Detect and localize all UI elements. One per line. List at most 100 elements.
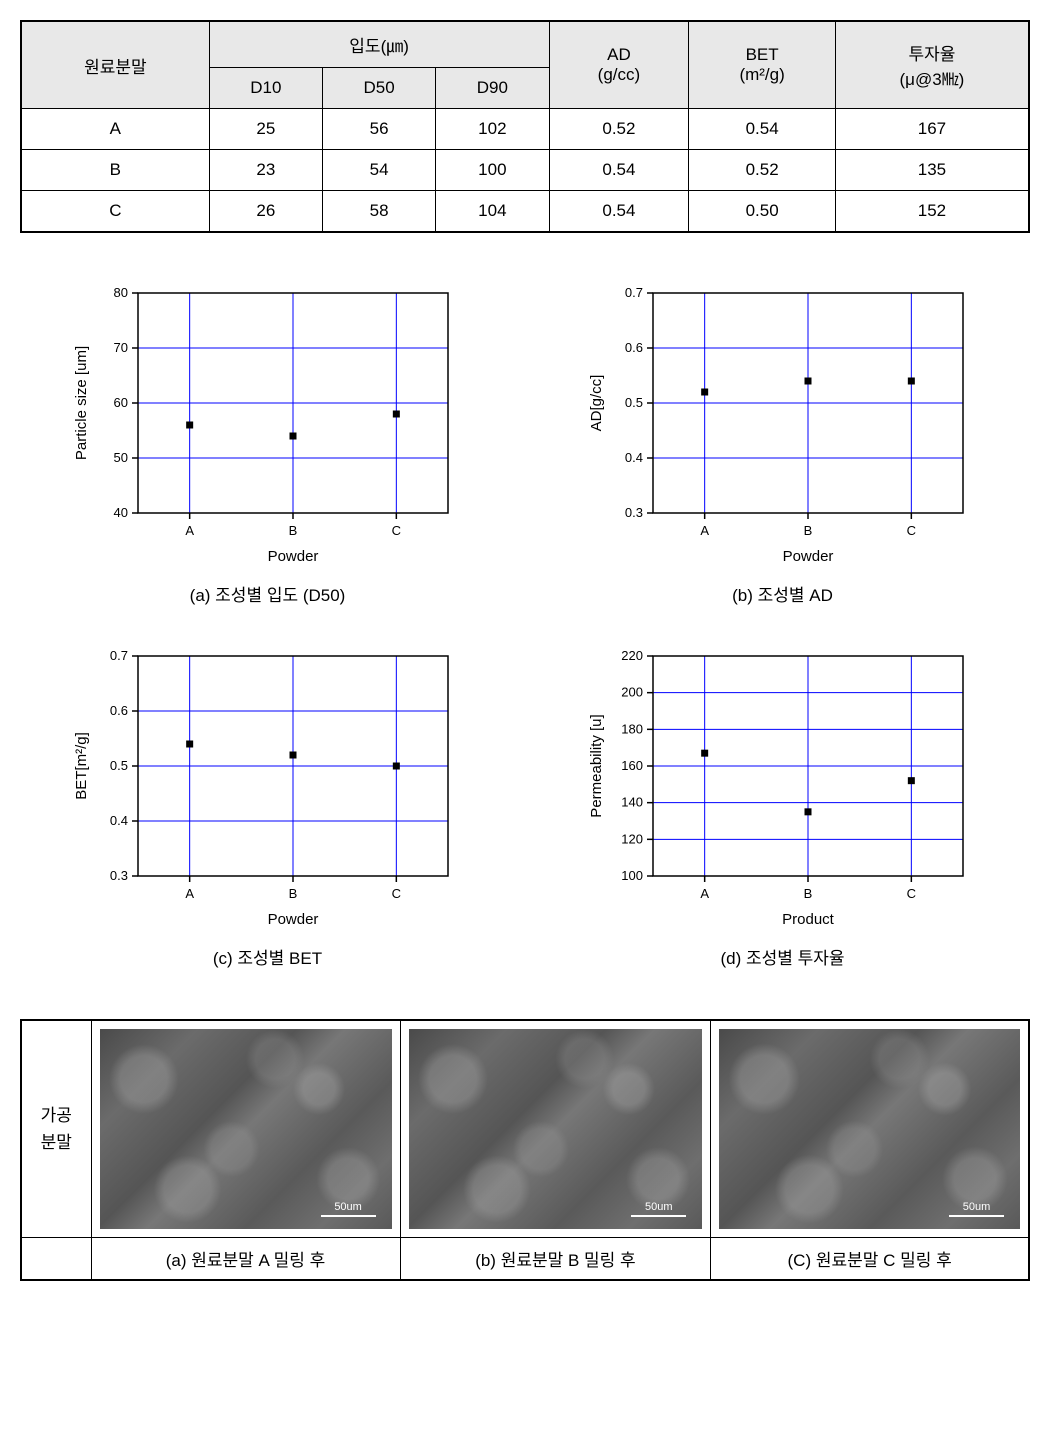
- svg-text:0.4: 0.4: [624, 450, 642, 465]
- svg-text:0.5: 0.5: [624, 395, 642, 410]
- svg-text:AD[g/cc]: AD[g/cc]: [588, 375, 605, 432]
- col-bet-line2: (m²/g): [739, 65, 784, 84]
- scale-label: 50um: [645, 1201, 673, 1213]
- svg-text:50: 50: [113, 450, 127, 465]
- data-marker: [804, 378, 811, 385]
- sem-caption-c: (C) 원료분말 C 밀링 후: [711, 1238, 1029, 1281]
- svg-text:BET[m²/g]: BET[m²/g]: [73, 732, 90, 800]
- sem-caption-b: (b) 원료분말 B 밀링 후: [400, 1238, 711, 1281]
- data-marker: [392, 763, 399, 770]
- data-marker: [392, 411, 399, 418]
- col-d90: D90: [436, 68, 549, 109]
- cell-d90: 102: [436, 109, 549, 150]
- chart-cell: 0.30.40.50.60.7ABCPowderBET[m²/g](c) 조성별…: [50, 636, 485, 969]
- col-ad: AD (g/cc): [549, 21, 689, 109]
- cell-perm: 152: [835, 191, 1029, 233]
- table-row: B23541000.540.52135: [21, 150, 1029, 191]
- chart-cell: 4050607080ABCPowderParticle size [um](a)…: [50, 273, 485, 606]
- sem-images-table: 가공 분말 50um 50um 50um: [20, 1019, 1030, 1281]
- cell-bet: 0.50: [689, 191, 836, 233]
- col-bet-line1: BET: [746, 45, 779, 64]
- svg-text:0.5: 0.5: [109, 758, 127, 773]
- svg-text:0.6: 0.6: [624, 340, 642, 355]
- svg-text:Product: Product: [782, 911, 835, 928]
- chart-caption: (c) 조성별 BET: [213, 944, 322, 969]
- col-ad-line1: AD: [607, 45, 631, 64]
- chart-perm: 100120140160180200220ABCProductPermeabil…: [583, 636, 983, 936]
- data-marker: [289, 433, 296, 440]
- chart-caption: (b) 조성별 AD: [732, 581, 833, 606]
- cell-d10: 26: [209, 191, 322, 233]
- col-ad-line2: (g/cc): [598, 65, 641, 84]
- scale-bar-line: [949, 1215, 1004, 1217]
- data-marker: [907, 777, 914, 784]
- chart-d50: 4050607080ABCPowderParticle size [um]: [68, 273, 468, 573]
- svg-text:200: 200: [621, 685, 643, 700]
- col-bet: BET (m²/g): [689, 21, 836, 109]
- svg-text:B: B: [803, 523, 812, 538]
- col-d10: D10: [209, 68, 322, 109]
- svg-text:0.7: 0.7: [624, 285, 642, 300]
- svg-text:Powder: Powder: [782, 548, 833, 565]
- svg-text:0.3: 0.3: [624, 505, 642, 520]
- powder-properties-table: 원료분말 입도(㎛) AD (g/cc) BET (m²/g) 투자율 (μ@3…: [20, 20, 1030, 233]
- sem-label-line2: 분말: [41, 1133, 72, 1152]
- sem-image-b-cell: 50um: [400, 1020, 711, 1238]
- svg-text:A: A: [700, 523, 709, 538]
- svg-text:60: 60: [113, 395, 127, 410]
- svg-text:40: 40: [113, 505, 127, 520]
- scale-bar-c: 50um: [949, 1201, 1004, 1217]
- cell-ad: 0.52: [549, 109, 689, 150]
- cell-perm: 167: [835, 109, 1029, 150]
- sem-image-a-cell: 50um: [91, 1020, 400, 1238]
- col-group-particle: 입도(㎛): [209, 21, 549, 68]
- scale-bar-line: [631, 1215, 686, 1217]
- sem-image-b: 50um: [409, 1029, 703, 1229]
- scale-bar-b: 50um: [631, 1201, 686, 1217]
- cell-d90: 104: [436, 191, 549, 233]
- chart-caption: (a) 조성별 입도 (D50): [190, 581, 346, 606]
- svg-text:0.3: 0.3: [109, 868, 127, 883]
- data-marker: [701, 389, 708, 396]
- cell-perm: 135: [835, 150, 1029, 191]
- cell-d10: 23: [209, 150, 322, 191]
- svg-text:140: 140: [621, 795, 643, 810]
- cell-bet: 0.54: [689, 109, 836, 150]
- cell-d10: 25: [209, 109, 322, 150]
- svg-text:120: 120: [621, 831, 643, 846]
- svg-text:0.7: 0.7: [109, 648, 127, 663]
- col-perm-line2: (μ@3㎒): [900, 70, 965, 89]
- svg-text:A: A: [185, 886, 194, 901]
- svg-text:B: B: [803, 886, 812, 901]
- svg-text:160: 160: [621, 758, 643, 773]
- svg-text:A: A: [185, 523, 194, 538]
- cell-name: C: [21, 191, 209, 233]
- svg-text:100: 100: [621, 868, 643, 883]
- svg-text:220: 220: [621, 648, 643, 663]
- svg-text:B: B: [288, 886, 297, 901]
- data-marker: [701, 750, 708, 757]
- table-row: A25561020.520.54167: [21, 109, 1029, 150]
- cell-name: A: [21, 109, 209, 150]
- svg-text:C: C: [391, 523, 400, 538]
- charts-grid: 4050607080ABCPowderParticle size [um](a)…: [20, 273, 1030, 969]
- data-marker: [289, 752, 296, 759]
- sem-caption-a: (a) 원료분말 A 밀링 후: [91, 1238, 400, 1281]
- cell-ad: 0.54: [549, 150, 689, 191]
- cell-d50: 58: [322, 191, 435, 233]
- svg-text:0.4: 0.4: [109, 813, 127, 828]
- svg-text:Permeability [u]: Permeability [u]: [588, 714, 605, 817]
- svg-text:Particle size [um]: Particle size [um]: [73, 346, 90, 460]
- svg-text:0.6: 0.6: [109, 703, 127, 718]
- chart-cell: 100120140160180200220ABCProductPermeabil…: [565, 636, 1000, 969]
- sem-caption-empty: [21, 1238, 91, 1281]
- sem-image-c-cell: 50um: [711, 1020, 1029, 1238]
- svg-text:B: B: [288, 523, 297, 538]
- scale-label: 50um: [334, 1201, 362, 1213]
- col-d50: D50: [322, 68, 435, 109]
- data-marker: [804, 808, 811, 815]
- cell-d50: 54: [322, 150, 435, 191]
- data-marker: [907, 378, 914, 385]
- cell-name: B: [21, 150, 209, 191]
- svg-text:C: C: [906, 886, 915, 901]
